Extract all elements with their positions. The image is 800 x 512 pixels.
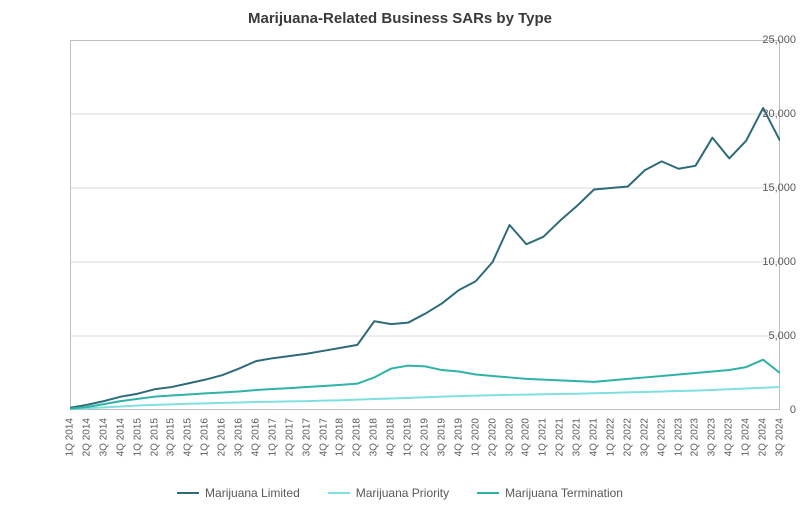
plot-svg <box>70 40 780 410</box>
x-tick-label: 3Q 2024 <box>775 418 786 456</box>
series-line <box>70 360 780 409</box>
chart-legend: Marijuana Limited Marijuana Priority Marij… <box>0 486 800 500</box>
x-tick-label: 4Q 2019 <box>453 418 464 456</box>
legend-label: Marijuana Limited <box>205 486 300 500</box>
legend-item: Marijuana Priority <box>328 486 449 500</box>
x-tick-label: 3Q 2018 <box>369 418 380 456</box>
x-tick-label: 4Q 2016 <box>250 418 261 456</box>
legend-item: Marijuana Termination <box>477 486 623 500</box>
x-tick-label: 2Q 2022 <box>622 418 633 456</box>
x-tick-label: 1Q 2021 <box>538 418 549 456</box>
x-tick-label: 3Q 2016 <box>234 418 245 456</box>
plot-area <box>70 40 780 410</box>
legend-label: Marijuana Priority <box>356 486 449 500</box>
x-tick-label: 4Q 2023 <box>724 418 735 456</box>
x-tick-label: 3Q 2015 <box>166 418 177 456</box>
y-tick-label: 0 <box>732 404 796 416</box>
x-tick-label: 2Q 2014 <box>81 418 92 456</box>
x-tick-label: 2Q 2023 <box>690 418 701 456</box>
legend-swatch <box>477 492 499 494</box>
x-tick-label: 4Q 2021 <box>589 418 600 456</box>
x-tick-label: 2Q 2024 <box>758 418 769 456</box>
x-tick-label: 1Q 2018 <box>335 418 346 456</box>
x-tick-label: 2Q 2020 <box>487 418 498 456</box>
x-tick-label: 1Q 2023 <box>673 418 684 456</box>
x-tick-label: 2Q 2021 <box>555 418 566 456</box>
x-tick-label: 2Q 2017 <box>284 418 295 456</box>
legend-swatch <box>328 492 350 494</box>
x-tick-label: 2Q 2019 <box>420 418 431 456</box>
legend-item: Marijuana Limited <box>177 486 300 500</box>
chart-title: Marijuana-Related Business SARs by Type <box>0 10 800 27</box>
x-tick-label: 3Q 2014 <box>98 418 109 456</box>
x-tick-label: 3Q 2021 <box>572 418 583 456</box>
y-tick-label: 25,000 <box>732 34 796 46</box>
x-tick-label: 1Q 2014 <box>65 418 76 456</box>
x-tick-label: 1Q 2024 <box>741 418 752 456</box>
x-tick-label: 4Q 2018 <box>386 418 397 456</box>
line-chart: Marijuana-Related Business SARs by Type … <box>0 0 800 512</box>
x-tick-label: 3Q 2022 <box>639 418 650 456</box>
x-tick-label: 3Q 2017 <box>301 418 312 456</box>
series-line <box>70 108 780 408</box>
x-tick-label: 4Q 2014 <box>115 418 126 456</box>
y-tick-label: 10,000 <box>732 256 796 268</box>
series-line <box>70 387 780 409</box>
x-tick-label: 3Q 2023 <box>707 418 718 456</box>
y-tick-label: 5,000 <box>732 330 796 342</box>
x-tick-label: 1Q 2022 <box>605 418 616 456</box>
x-tick-label: 2Q 2015 <box>149 418 160 456</box>
x-tick-label: 1Q 2019 <box>403 418 414 456</box>
x-tick-label: 1Q 2016 <box>200 418 211 456</box>
x-tick-label: 2Q 2018 <box>352 418 363 456</box>
x-tick-label: 4Q 2017 <box>318 418 329 456</box>
x-tick-label: 1Q 2020 <box>470 418 481 456</box>
x-tick-label: 1Q 2017 <box>267 418 278 456</box>
y-tick-label: 15,000 <box>732 182 796 194</box>
x-tick-label: 4Q 2015 <box>183 418 194 456</box>
x-tick-label: 3Q 2019 <box>436 418 447 456</box>
x-tick-label: 4Q 2022 <box>656 418 667 456</box>
legend-swatch <box>177 492 199 494</box>
x-tick-label: 1Q 2015 <box>132 418 143 456</box>
y-tick-label: 20,000 <box>732 108 796 120</box>
x-tick-label: 3Q 2020 <box>504 418 515 456</box>
x-tick-label: 2Q 2016 <box>217 418 228 456</box>
legend-label: Marijuana Termination <box>505 486 623 500</box>
x-tick-label: 4Q 2020 <box>521 418 532 456</box>
